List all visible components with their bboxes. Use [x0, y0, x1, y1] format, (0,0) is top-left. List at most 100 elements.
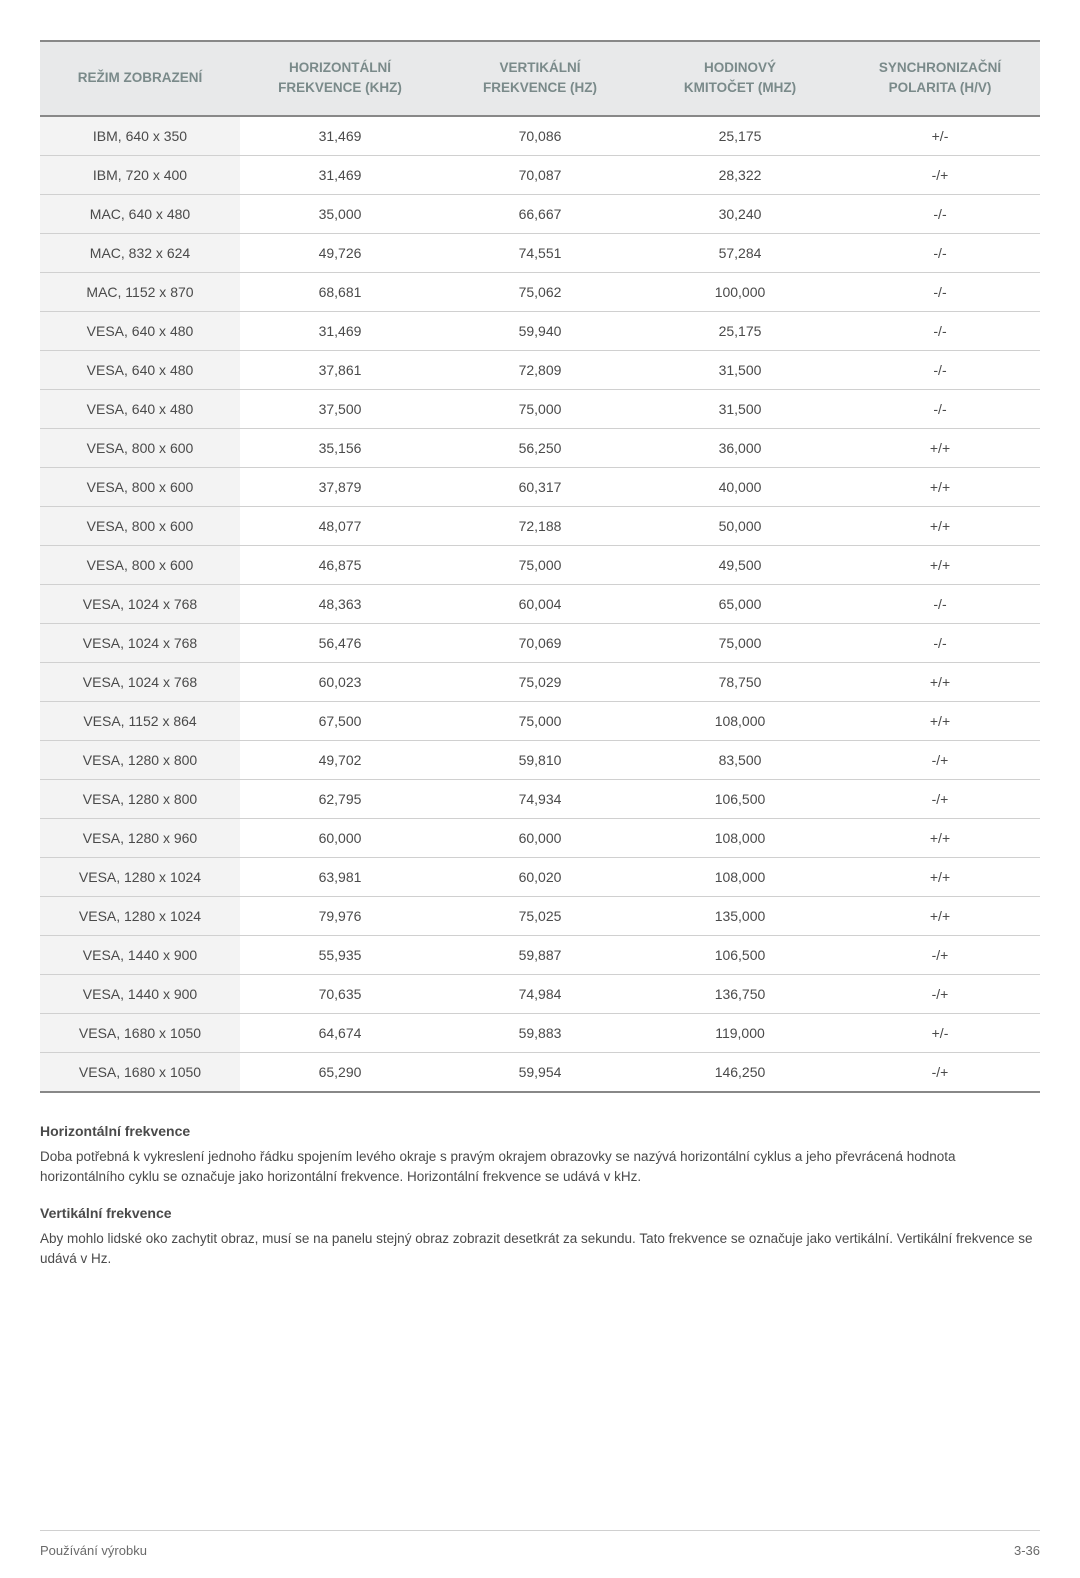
table-cell: 74,551: [440, 233, 640, 272]
table-cell: 31,469: [240, 311, 440, 350]
table-cell: 56,476: [240, 623, 440, 662]
table-cell: 49,500: [640, 545, 840, 584]
table-row: VESA, 1440 x 90070,63574,984136,750-/+: [40, 974, 1040, 1013]
table-cell: +/-: [840, 116, 1040, 156]
table-cell: 40,000: [640, 467, 840, 506]
table-cell: -/+: [840, 935, 1040, 974]
table-cell: 63,981: [240, 857, 440, 896]
table-cell: 70,635: [240, 974, 440, 1013]
table-cell: 37,500: [240, 389, 440, 428]
table-cell: IBM, 720 x 400: [40, 155, 240, 194]
table-cell: 59,883: [440, 1013, 640, 1052]
table-cell: 31,469: [240, 155, 440, 194]
h-freq-text: Doba potřebná k vykreslení jednoho řádku…: [40, 1147, 1040, 1188]
table-cell: 108,000: [640, 818, 840, 857]
table-cell: 108,000: [640, 701, 840, 740]
table-cell: IBM, 640 x 350: [40, 116, 240, 156]
table-cell: 60,023: [240, 662, 440, 701]
table-cell: +/+: [840, 896, 1040, 935]
table-cell: VESA, 1440 x 900: [40, 935, 240, 974]
table-cell: VESA, 1024 x 768: [40, 584, 240, 623]
table-cell: 55,935: [240, 935, 440, 974]
table-cell: 48,077: [240, 506, 440, 545]
table-cell: -/+: [840, 779, 1040, 818]
table-cell: VESA, 1024 x 768: [40, 623, 240, 662]
table-row: MAC, 640 x 48035,00066,66730,240-/-: [40, 194, 1040, 233]
table-cell: 78,750: [640, 662, 840, 701]
table-cell: MAC, 640 x 480: [40, 194, 240, 233]
table-cell: -/-: [840, 311, 1040, 350]
table-row: VESA, 1680 x 105064,67459,883119,000+/-: [40, 1013, 1040, 1052]
table-cell: 48,363: [240, 584, 440, 623]
table-cell: +/-: [840, 1013, 1040, 1052]
table-cell: 37,861: [240, 350, 440, 389]
table-cell: VESA, 1280 x 960: [40, 818, 240, 857]
table-cell: VESA, 800 x 600: [40, 467, 240, 506]
table-cell: 59,887: [440, 935, 640, 974]
table-cell: VESA, 1024 x 768: [40, 662, 240, 701]
table-row: VESA, 1280 x 80049,70259,81083,500-/+: [40, 740, 1040, 779]
table-row: VESA, 1024 x 76860,02375,02978,750+/+: [40, 662, 1040, 701]
table-cell: VESA, 640 x 480: [40, 311, 240, 350]
table-cell: 60,020: [440, 857, 640, 896]
table-cell: 35,000: [240, 194, 440, 233]
table-cell: -/-: [840, 272, 1040, 311]
table-cell: 75,062: [440, 272, 640, 311]
table-cell: 31,469: [240, 116, 440, 156]
table-row: IBM, 720 x 40031,46970,08728,322-/+: [40, 155, 1040, 194]
table-cell: 146,250: [640, 1052, 840, 1092]
table-cell: 70,069: [440, 623, 640, 662]
table-cell: 106,500: [640, 779, 840, 818]
table-cell: 37,879: [240, 467, 440, 506]
table-cell: 66,667: [440, 194, 640, 233]
table-cell: -/-: [840, 194, 1040, 233]
table-cell: 75,000: [440, 701, 640, 740]
table-cell: 100,000: [640, 272, 840, 311]
table-row: VESA, 1280 x 102479,97675,025135,000+/+: [40, 896, 1040, 935]
table-cell: 70,087: [440, 155, 640, 194]
table-cell: 75,025: [440, 896, 640, 935]
table-row: VESA, 1024 x 76856,47670,06975,000-/-: [40, 623, 1040, 662]
table-cell: -/-: [840, 584, 1040, 623]
table-row: VESA, 640 x 48037,86172,80931,500-/-: [40, 350, 1040, 389]
timing-table: REŽIM ZOBRAZENÍHORIZONTÁLNÍFREKVENCE (KH…: [40, 40, 1040, 1093]
table-cell: 30,240: [640, 194, 840, 233]
table-cell: VESA, 1280 x 800: [40, 740, 240, 779]
col-header-3: HODINOVÝKMITOČET (MHZ): [640, 41, 840, 116]
v-freq-title: Vertikální frekvence: [40, 1205, 1040, 1221]
table-cell: MAC, 1152 x 870: [40, 272, 240, 311]
table-row: VESA, 800 x 60035,15656,25036,000+/+: [40, 428, 1040, 467]
table-cell: 65,290: [240, 1052, 440, 1092]
table-cell: 57,284: [640, 233, 840, 272]
table-cell: 75,029: [440, 662, 640, 701]
table-row: VESA, 800 x 60048,07772,18850,000+/+: [40, 506, 1040, 545]
col-header-2: VERTIKÁLNÍFREKVENCE (HZ): [440, 41, 640, 116]
table-cell: 59,810: [440, 740, 640, 779]
table-cell: 83,500: [640, 740, 840, 779]
v-freq-text: Aby mohlo lidské oko zachytit obraz, mus…: [40, 1229, 1040, 1270]
table-cell: +/+: [840, 506, 1040, 545]
table-row: MAC, 832 x 62449,72674,55157,284-/-: [40, 233, 1040, 272]
table-cell: 60,000: [240, 818, 440, 857]
table-cell: +/+: [840, 701, 1040, 740]
table-cell: -/+: [840, 1052, 1040, 1092]
table-row: VESA, 1280 x 102463,98160,020108,000+/+: [40, 857, 1040, 896]
table-cell: -/-: [840, 623, 1040, 662]
table-cell: -/-: [840, 389, 1040, 428]
table-row: VESA, 1680 x 105065,29059,954146,250-/+: [40, 1052, 1040, 1092]
table-cell: 65,000: [640, 584, 840, 623]
table-cell: VESA, 640 x 480: [40, 350, 240, 389]
table-row: VESA, 1280 x 96060,00060,000108,000+/+: [40, 818, 1040, 857]
table-cell: 119,000: [640, 1013, 840, 1052]
table-cell: VESA, 1152 x 864: [40, 701, 240, 740]
table-cell: VESA, 1280 x 1024: [40, 857, 240, 896]
table-row: VESA, 640 x 48031,46959,94025,175-/-: [40, 311, 1040, 350]
table-row: VESA, 640 x 48037,50075,00031,500-/-: [40, 389, 1040, 428]
h-freq-title: Horizontální frekvence: [40, 1123, 1040, 1139]
table-cell: 74,984: [440, 974, 640, 1013]
table-cell: 56,250: [440, 428, 640, 467]
table-cell: 60,000: [440, 818, 640, 857]
table-cell: VESA, 1280 x 1024: [40, 896, 240, 935]
table-cell: -/+: [840, 740, 1040, 779]
table-cell: 67,500: [240, 701, 440, 740]
